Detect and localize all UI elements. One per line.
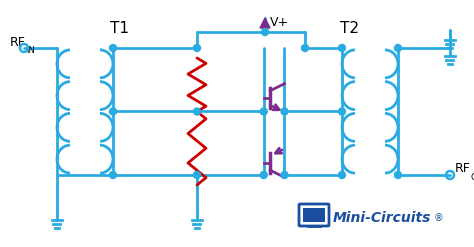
FancyBboxPatch shape (299, 204, 329, 226)
Text: V+: V+ (270, 16, 289, 28)
Circle shape (193, 171, 201, 179)
Circle shape (394, 44, 401, 52)
Polygon shape (260, 18, 270, 28)
Text: RF: RF (455, 163, 471, 176)
Circle shape (193, 44, 201, 52)
Circle shape (338, 44, 346, 52)
Text: ®: ® (434, 213, 444, 223)
Circle shape (262, 28, 268, 36)
Text: RF: RF (10, 36, 26, 48)
Circle shape (260, 108, 267, 115)
Circle shape (109, 171, 117, 179)
Circle shape (281, 171, 288, 179)
Circle shape (109, 108, 117, 115)
Text: Mini-Circuits: Mini-Circuits (333, 211, 431, 225)
Text: IN: IN (26, 45, 35, 55)
Circle shape (338, 171, 346, 179)
Circle shape (338, 108, 346, 115)
Text: T1: T1 (110, 21, 129, 36)
Circle shape (281, 108, 288, 115)
Circle shape (394, 171, 401, 179)
Text: OUT: OUT (471, 172, 474, 182)
Circle shape (260, 171, 267, 179)
Circle shape (109, 44, 117, 52)
Bar (303, 208, 325, 222)
Circle shape (193, 108, 201, 115)
Circle shape (301, 44, 309, 52)
Text: T2: T2 (340, 21, 359, 36)
